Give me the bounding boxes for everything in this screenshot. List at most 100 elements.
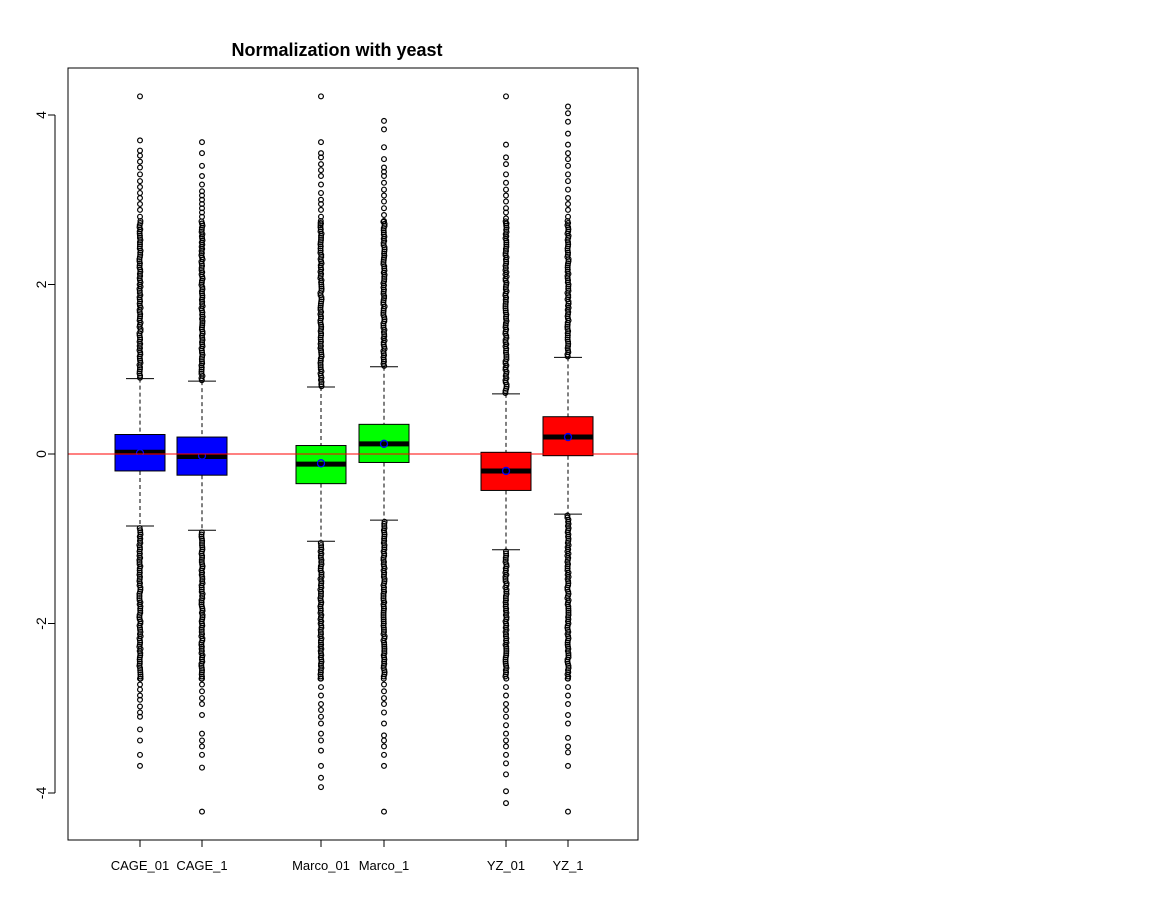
outlier-point: [564, 162, 571, 169]
outlier-point: [318, 220, 325, 227]
mean-marker: [379, 439, 389, 448]
outlier-point: [503, 701, 510, 708]
outlier-point: [503, 186, 510, 193]
outlier-point: [503, 713, 510, 720]
outlier-point: [199, 681, 206, 688]
outlier-point: [199, 751, 206, 758]
outlier-point: [381, 198, 388, 205]
outlier-point: [503, 730, 510, 737]
outlier-point: [503, 706, 510, 713]
outlier-point: [137, 213, 144, 220]
x-tick-label: YZ_1: [552, 858, 583, 873]
outlier-point: [199, 712, 206, 719]
outlier-point: [318, 189, 325, 196]
outlier-point: [503, 751, 510, 758]
outlier-point: [381, 205, 388, 212]
outlier-point: [564, 701, 571, 708]
outlier-point: [564, 171, 571, 178]
outlier-point: [318, 747, 325, 754]
outlier-point: [137, 220, 144, 227]
outlier-point: [564, 178, 571, 185]
outlier-point: [199, 730, 206, 737]
outlier-point: [137, 152, 144, 159]
outlier-point: [503, 760, 510, 767]
outlier-point: [318, 206, 325, 213]
x-tick-label: CAGE_01: [111, 858, 170, 873]
y-axis: -4 -2 0 2 4: [33, 111, 56, 799]
outlier-point: [137, 206, 144, 213]
outlier-point: [381, 156, 388, 163]
outlier-point: [564, 762, 571, 769]
outlier-point: [503, 171, 510, 178]
y-tick-label: -2: [33, 617, 49, 630]
outlier-point: [318, 774, 325, 781]
outlier-point: [564, 684, 571, 691]
x-tick-label: Marco_1: [359, 858, 410, 873]
outlier-point: [318, 706, 325, 713]
outlier-point: [503, 692, 510, 699]
mean-marker: [501, 466, 511, 476]
outlier-point: [564, 749, 571, 756]
outlier-point-extreme: [503, 93, 510, 100]
outlier-point: [381, 688, 388, 695]
outlier-point: [199, 220, 206, 227]
x-axis: CAGE_01 CAGE_1 Marco_01 Marco_1 YZ_01 YZ_1: [111, 840, 584, 873]
outlier-point: [381, 212, 388, 219]
outlier-point-extreme: [564, 808, 571, 815]
outlier-point: [381, 681, 388, 688]
outlier-point: [381, 762, 388, 769]
outlier-point-extreme: [564, 103, 571, 110]
outlier-point: [503, 550, 510, 557]
x-tick-label: CAGE_1: [176, 858, 227, 873]
outlier-point: [137, 681, 144, 688]
outlier-point: [503, 141, 510, 148]
outlier-point: [564, 110, 571, 117]
outlier-point: [137, 158, 144, 165]
outlier-point: [564, 141, 571, 148]
outlier-point: [564, 675, 571, 682]
outlier-point: [564, 720, 571, 727]
box-CAGE_1: [176, 139, 228, 815]
outlier-point: [318, 720, 325, 727]
outlier-point: [137, 195, 144, 202]
outlier-point-extreme: [318, 93, 325, 100]
box-Marco_1: [358, 117, 410, 815]
outlier-point: [137, 692, 144, 699]
outlier-point: [564, 514, 571, 521]
plot-area: [68, 93, 638, 815]
outlier-point: [503, 743, 510, 750]
outlier-point: [381, 732, 388, 739]
outlier-point: [381, 701, 388, 708]
outlier-point: [564, 200, 571, 207]
outlier-point: [137, 184, 144, 191]
outlier-point: [381, 695, 388, 702]
outlier-point-extreme: [199, 139, 206, 146]
outlier-point: [318, 701, 325, 708]
outlier-point-extreme: [137, 762, 144, 769]
outlier-point: [503, 209, 510, 216]
plot-frame: [67, 67, 639, 841]
outlier-point: [318, 200, 325, 207]
box-Marco_01: [295, 93, 347, 791]
outlier-point: [503, 179, 510, 186]
outlier-point: [381, 743, 388, 750]
outlier-point: [503, 220, 510, 227]
outlier-point-extreme: [381, 117, 388, 124]
outlier-point: [199, 675, 206, 682]
outlier-point: [503, 788, 510, 795]
outlier-point: [137, 178, 144, 185]
outlier-point: [137, 726, 144, 733]
outlier-point: [564, 213, 571, 220]
outlier-point: [199, 743, 206, 750]
outlier-point: [564, 118, 571, 125]
box-CAGE_01: [114, 93, 166, 769]
outlier-point: [503, 192, 510, 199]
outlier-point: [199, 150, 206, 157]
outlier-point: [318, 684, 325, 691]
outlier-point: [199, 701, 206, 708]
outlier-point: [318, 154, 325, 161]
outlier-point: [381, 192, 388, 199]
outlier-point: [137, 200, 144, 207]
